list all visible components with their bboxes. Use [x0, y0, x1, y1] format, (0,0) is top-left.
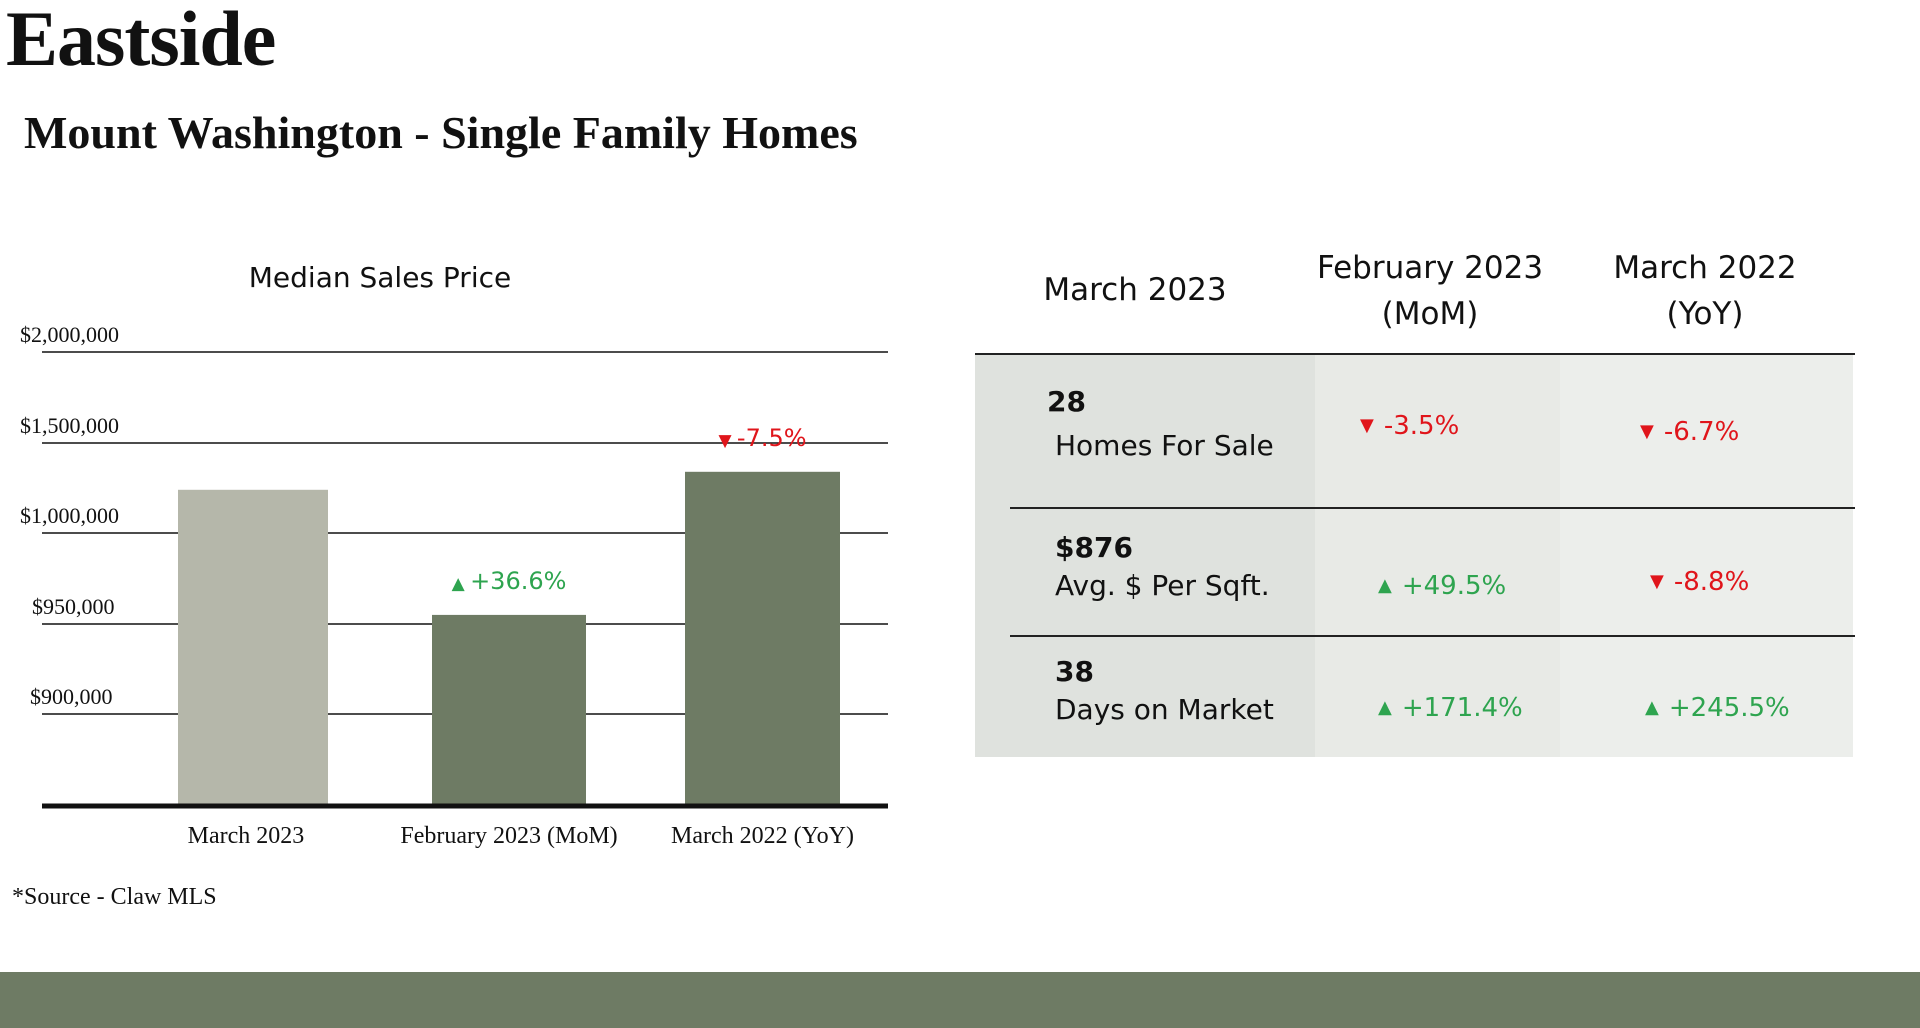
homes-for-sale-yoy: ▼ -6.7% [1640, 417, 1739, 447]
y-tick-label: $1,000,000 [20, 503, 119, 528]
days-on-market-yoy: ▲ +245.5% [1645, 693, 1790, 723]
down-triangle-icon: ▼ [1640, 421, 1654, 442]
header-feb-line2: (MoM) [1381, 296, 1479, 332]
bar-change-annotation: ▼ -7.5% [718, 424, 806, 452]
table-row-rule-1 [1010, 507, 1855, 509]
table-col2-bg [1315, 355, 1560, 757]
header-march-2022-yoy: March 2022 (YoY) [1555, 245, 1855, 337]
up-triangle-icon: ▲ [1378, 697, 1392, 718]
change-text: -8.8% [1673, 567, 1750, 597]
annotation-text: -7.5% [737, 424, 807, 452]
change-text: -6.7% [1663, 417, 1740, 447]
down-triangle-icon: ▼ [1650, 571, 1664, 592]
down-triangle-icon: ▼ [1360, 415, 1374, 436]
days-on-market-label: Days on Market [1055, 693, 1274, 726]
source-note: *Source - Claw MLS [12, 884, 217, 910]
table-row-rule-2 [1010, 635, 1855, 637]
bar-change-annotation: ▲ +36.6% [452, 567, 567, 595]
bar-2 [432, 614, 586, 806]
avg-price-per-sqft-mom: ▲ +49.5% [1378, 571, 1506, 601]
change-text: +171.4% [1401, 693, 1523, 723]
homes-for-sale-mom: ▼ -3.5% [1360, 411, 1459, 441]
up-triangle-icon: ▲ [1378, 575, 1392, 596]
table-col1-bg [975, 355, 1315, 757]
header-mar22-line2: (YoY) [1666, 296, 1744, 332]
down-triangle-icon: ▼ [718, 431, 736, 451]
x-tick-label: March 2022 (YoY) [671, 823, 854, 849]
change-text: +245.5% [1668, 693, 1790, 723]
bar-1 [178, 489, 328, 806]
chart-title: Median Sales Price [249, 261, 511, 294]
x-tick-label: February 2023 (MoM) [400, 823, 617, 849]
y-tick-label: $950,000 [32, 594, 115, 619]
change-text: -3.5% [1383, 411, 1460, 441]
bar-3 [685, 471, 840, 806]
header-feb-line1: February 2023 [1316, 250, 1544, 286]
header-february-2023-mom: February 2023 (MoM) [1280, 245, 1580, 337]
avg-price-per-sqft-yoy: ▼ -8.8% [1650, 567, 1749, 597]
header-mar22-line1: March 2022 [1613, 250, 1797, 286]
table-header-rule [975, 353, 1855, 355]
homes-for-sale-value: 28 [1047, 385, 1086, 418]
avg-price-per-sqft-label: Avg. $ Per Sqft. [1055, 569, 1270, 602]
days-on-market-mom: ▲ +171.4% [1378, 693, 1523, 723]
table-col3-bg [1560, 355, 1853, 757]
annotation-text: +36.6% [470, 567, 566, 595]
avg-price-per-sqft-value: $876 [1055, 531, 1133, 564]
up-triangle-icon: ▲ [452, 574, 470, 594]
median-sales-price-chart: Median Sales Price $2,000,000 $1,500,000 $1… [20, 261, 888, 849]
region-title: Eastside [6, 0, 276, 82]
homes-for-sale-label: Homes For Sale [1055, 429, 1274, 462]
change-text: +49.5% [1401, 571, 1507, 601]
y-tick-label: $1,500,000 [20, 413, 119, 438]
y-tick-label: $2,000,000 [20, 322, 119, 347]
x-tick-label: March 2023 [188, 823, 305, 849]
days-on-market-value: 38 [1055, 655, 1094, 688]
header-march-2023: March 2023 [1043, 272, 1227, 308]
stats-table: March 2023 February 2023 (MoM) March 202… [975, 245, 1855, 765]
page-subtitle: Mount Washington - Single Family Homes [24, 107, 858, 158]
footer-bar [0, 972, 1920, 1028]
y-tick-label: $900,000 [30, 684, 113, 709]
up-triangle-icon: ▲ [1645, 697, 1659, 718]
